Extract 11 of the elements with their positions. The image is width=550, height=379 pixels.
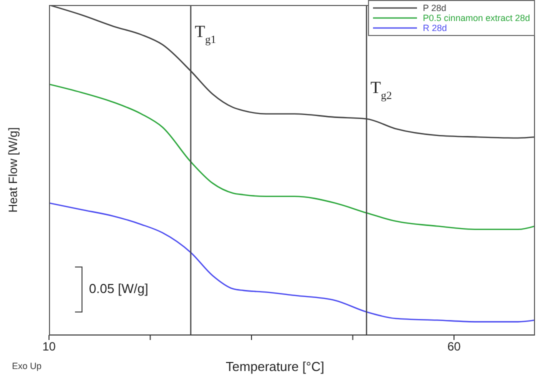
ref-line-label: T$_{g1}$ [194,22,216,46]
text: Exo Up [12,361,42,371]
x-tick-label: 60 [447,340,461,354]
y-axis-title: Heat Flow [W/g] [6,127,20,213]
x-tick-label: 10 [42,340,56,354]
ref-line-label: T$_{g2}$ [370,78,392,102]
legend-label: R 28d [422,23,447,33]
annotation: 0.05 [W/g] [89,281,148,296]
x-axis-title: Temperature [°C] [226,359,324,374]
legend-label: P 28d [422,3,446,13]
legend-label: P0.5 cinnamon extract 28d [422,13,530,23]
